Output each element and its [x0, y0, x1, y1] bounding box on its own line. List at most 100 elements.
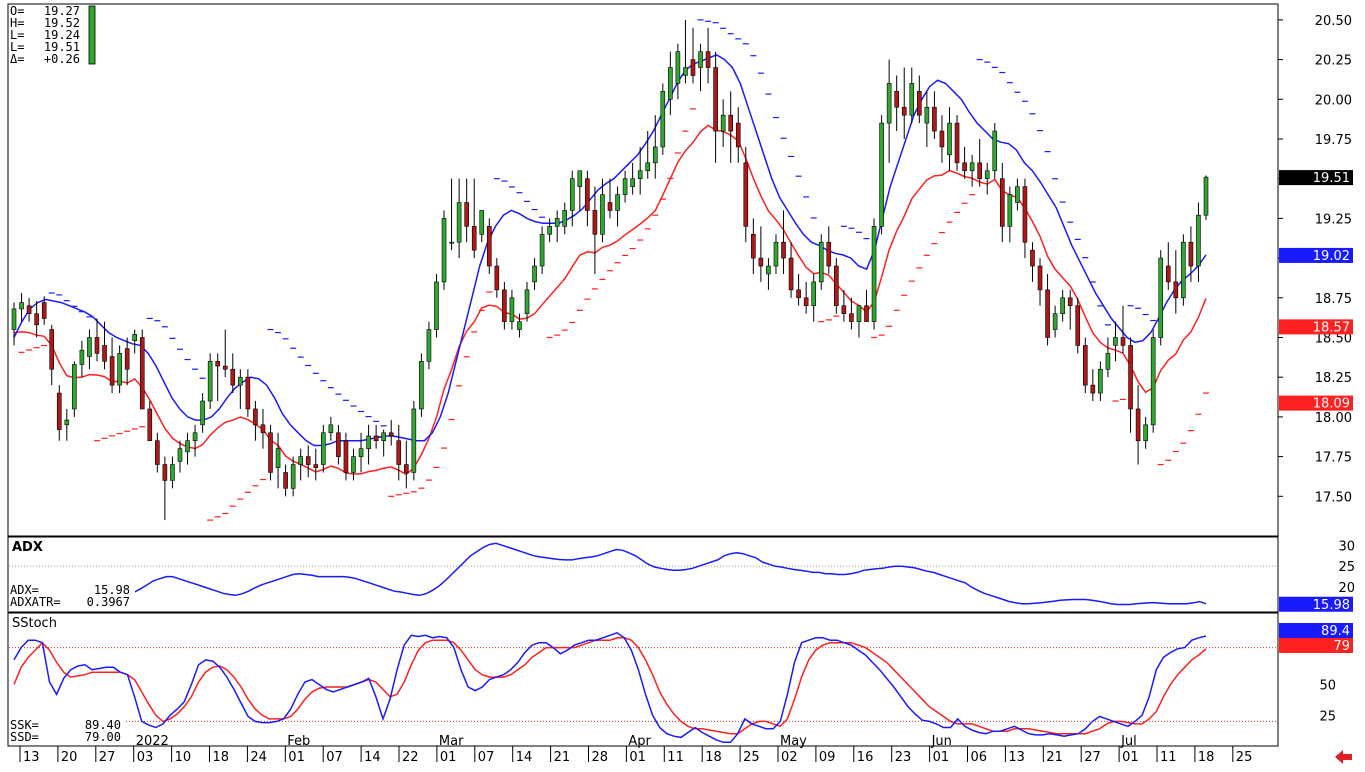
candle-body [871, 226, 877, 322]
candle [683, 19, 688, 84]
candle [283, 464, 288, 497]
candle [502, 281, 507, 330]
candle [79, 340, 85, 378]
candle [102, 321, 107, 370]
candle-body [637, 170, 643, 179]
price-tick-label: 20.25 [1315, 54, 1352, 69]
candle [49, 324, 55, 386]
x-day-label: 13 [1008, 750, 1025, 765]
x-day-label: 21 [1046, 750, 1063, 765]
candle [471, 178, 477, 259]
candle [735, 107, 741, 163]
ohlc-change-label: Δ= [10, 52, 24, 66]
candle [26, 297, 32, 322]
candle [811, 273, 816, 322]
candle [479, 210, 485, 243]
stoch-tick-label: 50 [1319, 679, 1336, 694]
candle-body [1045, 289, 1050, 338]
price-tick-label: 17.75 [1315, 451, 1352, 466]
candle-body [1188, 241, 1194, 267]
candle [796, 273, 801, 306]
candle [305, 445, 311, 478]
candle [894, 75, 899, 132]
candle [366, 424, 371, 465]
x-day-label: 09 [819, 750, 836, 765]
candle-body [939, 130, 945, 148]
candle-body [532, 265, 537, 283]
adx-label: ADX= [10, 583, 39, 597]
scroll-left-arrow-icon[interactable] [1335, 750, 1352, 764]
candle-body [517, 321, 522, 330]
candle-body [758, 257, 764, 267]
candle [758, 226, 764, 282]
candle-body [381, 432, 386, 442]
candle-body [79, 349, 85, 365]
candle-body [366, 435, 371, 449]
candle-body [170, 464, 175, 481]
ssk-line [13, 631, 1207, 744]
candle-body [834, 265, 839, 307]
candle-body [298, 456, 303, 465]
candle [1105, 337, 1111, 378]
candle [743, 146, 749, 243]
candle-body [954, 122, 960, 164]
candle-body [1015, 186, 1020, 203]
candle [1173, 250, 1179, 314]
price-tick-label: 19.25 [1315, 212, 1352, 227]
ssd-line [13, 637, 1207, 735]
candle [464, 178, 469, 243]
candle-body [811, 281, 816, 307]
candle [404, 440, 409, 489]
candle [1158, 250, 1164, 346]
candle-body [713, 67, 718, 132]
candle-body [600, 194, 605, 235]
x-day-label: 21 [554, 750, 571, 765]
price-tags: 19.51 19.02 18.57 18.09 [1279, 170, 1353, 412]
candle-body [502, 289, 507, 322]
x-month-label: Mar [439, 734, 464, 749]
x-day-label: 24 [250, 750, 267, 765]
candle-body [1105, 353, 1111, 370]
candle [1037, 258, 1043, 306]
candle [1052, 305, 1058, 338]
candle-body [781, 241, 786, 259]
candle-body [683, 67, 688, 76]
stoch-y-axis: 50 25 89.479 [1279, 623, 1353, 724]
candle-body [449, 241, 454, 244]
price-tag-box [1279, 319, 1353, 335]
candle [532, 258, 537, 290]
candle [705, 27, 711, 84]
price-tag-box [1279, 247, 1353, 263]
candle-body [11, 308, 17, 330]
adx-tick-label: 30 [1338, 539, 1355, 554]
candle [351, 448, 356, 481]
x-month-label: Jul [1120, 734, 1137, 749]
candle [924, 91, 930, 147]
candle-body [547, 226, 552, 235]
candle [969, 154, 975, 187]
candle [192, 424, 198, 457]
candle-body [124, 348, 130, 370]
candle-body [64, 419, 70, 426]
ohlc-candle-icon [88, 5, 96, 65]
x-day-label: 20 [61, 750, 78, 765]
candle-body [245, 376, 251, 410]
candle-body [102, 345, 107, 362]
price-tag: 18.57 [1279, 319, 1353, 335]
candle-body [607, 202, 613, 211]
candle-body [1000, 178, 1005, 227]
candle [396, 424, 402, 481]
candle-body [728, 114, 734, 132]
x-day-label: 07 [326, 750, 343, 765]
candle-body [562, 210, 568, 227]
candle-body [1203, 176, 1209, 216]
x-day-label: 03 [137, 750, 154, 765]
candle-body [901, 106, 907, 116]
candle-body [132, 334, 138, 341]
candle [562, 202, 568, 235]
candle-body [1052, 313, 1058, 330]
candle [1000, 162, 1005, 243]
stoch-readout-box [9, 717, 124, 745]
candle-body [230, 368, 236, 386]
stoch-tick-label: 25 [1319, 709, 1336, 724]
